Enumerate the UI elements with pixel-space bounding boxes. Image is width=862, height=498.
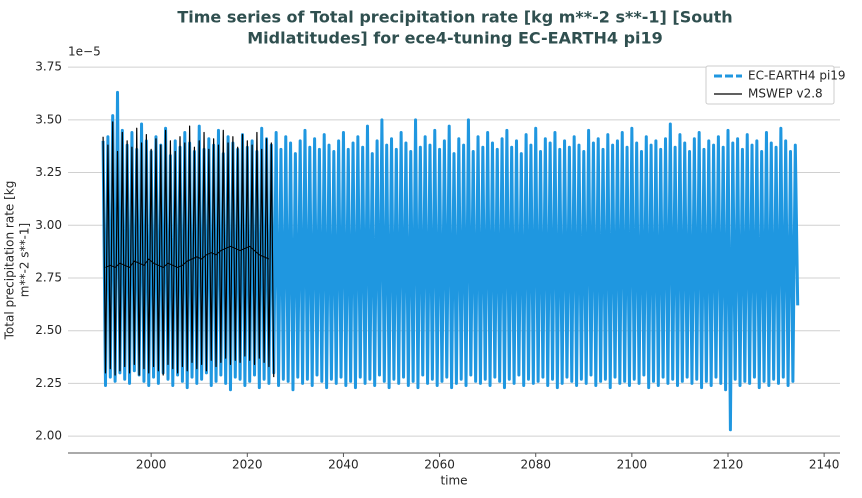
x-tick-label: 2020 bbox=[232, 458, 263, 472]
y-tick-label: 3.25 bbox=[35, 165, 62, 179]
x-tick-label: 2000 bbox=[136, 458, 167, 472]
x-tick-label: 2100 bbox=[617, 458, 648, 472]
y-tick-label: 2.50 bbox=[35, 323, 62, 337]
y-tick-label: 2.00 bbox=[35, 429, 62, 443]
chart-title: Time series of Total precipitation rate … bbox=[177, 8, 732, 27]
y-tick-label: 3.00 bbox=[35, 218, 62, 232]
running-mean-line bbox=[105, 245, 270, 268]
series-line bbox=[102, 121, 275, 378]
x-tick-label: 2060 bbox=[424, 458, 455, 472]
y-axis-label: Total precipitation rate [kg bbox=[3, 181, 17, 341]
plot-area bbox=[101, 90, 800, 432]
y-offset-label: 1e−5 bbox=[68, 45, 101, 59]
legend-label: MSWEP v2.8 bbox=[748, 87, 823, 101]
y-tick-label: 3.75 bbox=[35, 60, 62, 74]
x-tick-label: 2120 bbox=[713, 458, 744, 472]
x-axis-label: time bbox=[440, 474, 467, 488]
legend-label: EC-EARTH4 pi19 bbox=[748, 69, 846, 83]
y-tick-label: 2.25 bbox=[35, 376, 62, 390]
x-tick-label: 2140 bbox=[809, 458, 840, 472]
y-axis-label: m**-2 s**-1] bbox=[18, 223, 32, 297]
y-tick-label: 2.75 bbox=[35, 270, 62, 284]
chart-title: Midlatitudes] for ece4-tuning EC-EARTH4 … bbox=[247, 29, 663, 48]
x-tick-label: 2080 bbox=[520, 458, 551, 472]
legend: EC-EARTH4 pi19 MSWEP v2.8 bbox=[705, 65, 846, 105]
y-tick-label: 3.50 bbox=[35, 112, 62, 126]
x-tick-label: 2040 bbox=[328, 458, 359, 472]
